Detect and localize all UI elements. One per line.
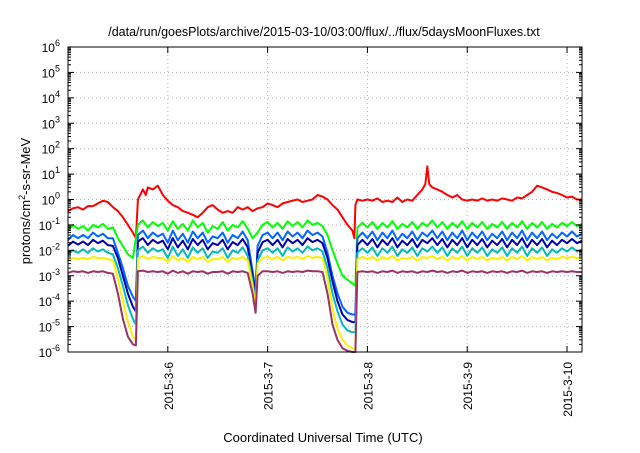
y-tick-label: 102 <box>42 140 60 157</box>
x-tick-label: 2015-3-7 <box>262 362 276 410</box>
y-tick-exponent: 2 <box>55 140 60 150</box>
y-tick-exponent: 5 <box>55 63 60 73</box>
x-tick-label: 2015-3-9 <box>461 362 475 410</box>
y-tick-base: 10 <box>39 270 53 284</box>
x-axis-label: Coordinated Universal Time (UTC) <box>223 430 422 445</box>
y-tick-base: 10 <box>39 346 53 360</box>
y-tick-label: 106 <box>42 38 60 55</box>
y-tick-exponent: -4 <box>52 292 60 302</box>
y-tick-base: 10 <box>42 168 56 182</box>
series-line <box>67 255 582 351</box>
y-tick-label: 105 <box>42 63 60 80</box>
y-tick-base: 10 <box>42 117 56 131</box>
y-tick-exponent: -6 <box>52 343 60 353</box>
y-tick-label: 104 <box>42 89 60 106</box>
y-tick-base: 10 <box>42 66 56 80</box>
y-label-exponent: 2 <box>17 195 27 200</box>
y-tick-label: 10-1 <box>39 216 60 233</box>
y-axis-ticks: 10-610-510-410-310-210-11001011021031041… <box>39 38 582 360</box>
y-tick-label: 101 <box>42 165 60 182</box>
series-line <box>67 237 583 324</box>
y-tick-base: 10 <box>42 143 56 157</box>
y-tick-exponent: 4 <box>55 89 60 99</box>
y-tick-base: 10 <box>39 295 53 309</box>
chart-title: /data/run/goesPlots/archive/2015-03-10/0… <box>108 25 540 39</box>
data-series <box>67 165 583 353</box>
y-label-part: -s-sr-MeV <box>18 137 33 194</box>
y-tick-base: 10 <box>42 92 56 106</box>
series-line <box>67 269 582 353</box>
y-tick-label: 10-3 <box>39 267 60 284</box>
y-tick-exponent: -2 <box>52 241 60 251</box>
y-tick-exponent: 0 <box>55 191 60 201</box>
series-line <box>67 165 582 240</box>
y-tick-base: 10 <box>42 194 56 208</box>
y-tick-label: 10-6 <box>39 343 60 360</box>
y-tick-label: 10-5 <box>39 318 60 335</box>
x-axis-ticks: 2015-3-6 2015-3-7 2015-3-8 2015-3-9 2015-3-1… <box>162 47 575 417</box>
series-line <box>67 229 583 316</box>
y-tick-exponent: 1 <box>55 165 60 175</box>
y-tick-base: 10 <box>42 41 56 55</box>
series-line <box>67 219 583 287</box>
x-tick-label: 2015-3-8 <box>361 362 375 410</box>
y-tick-exponent: -3 <box>52 267 60 277</box>
y-tick-exponent: -5 <box>52 318 60 328</box>
y-tick-label: 100 <box>42 191 60 208</box>
y-tick-base: 10 <box>39 244 53 258</box>
y-tick-exponent: 3 <box>55 114 60 124</box>
y-tick-exponent: 6 <box>55 38 60 48</box>
y-tick-label: 10-4 <box>39 292 60 309</box>
y-tick-label: 10-2 <box>39 241 60 258</box>
y-axis-label: protons/cm2-s-sr-MeV <box>17 137 33 264</box>
x-tick-label: 2015-3-10 <box>561 362 575 417</box>
x-tick-label: 2015-3-6 <box>162 362 176 410</box>
y-tick-base: 10 <box>39 321 53 335</box>
series-line <box>67 245 583 334</box>
y-tick-base: 10 <box>39 219 53 233</box>
y-tick-label: 103 <box>42 114 60 131</box>
y-label-part: protons/cm <box>18 200 33 264</box>
y-tick-exponent: -1 <box>52 216 60 226</box>
